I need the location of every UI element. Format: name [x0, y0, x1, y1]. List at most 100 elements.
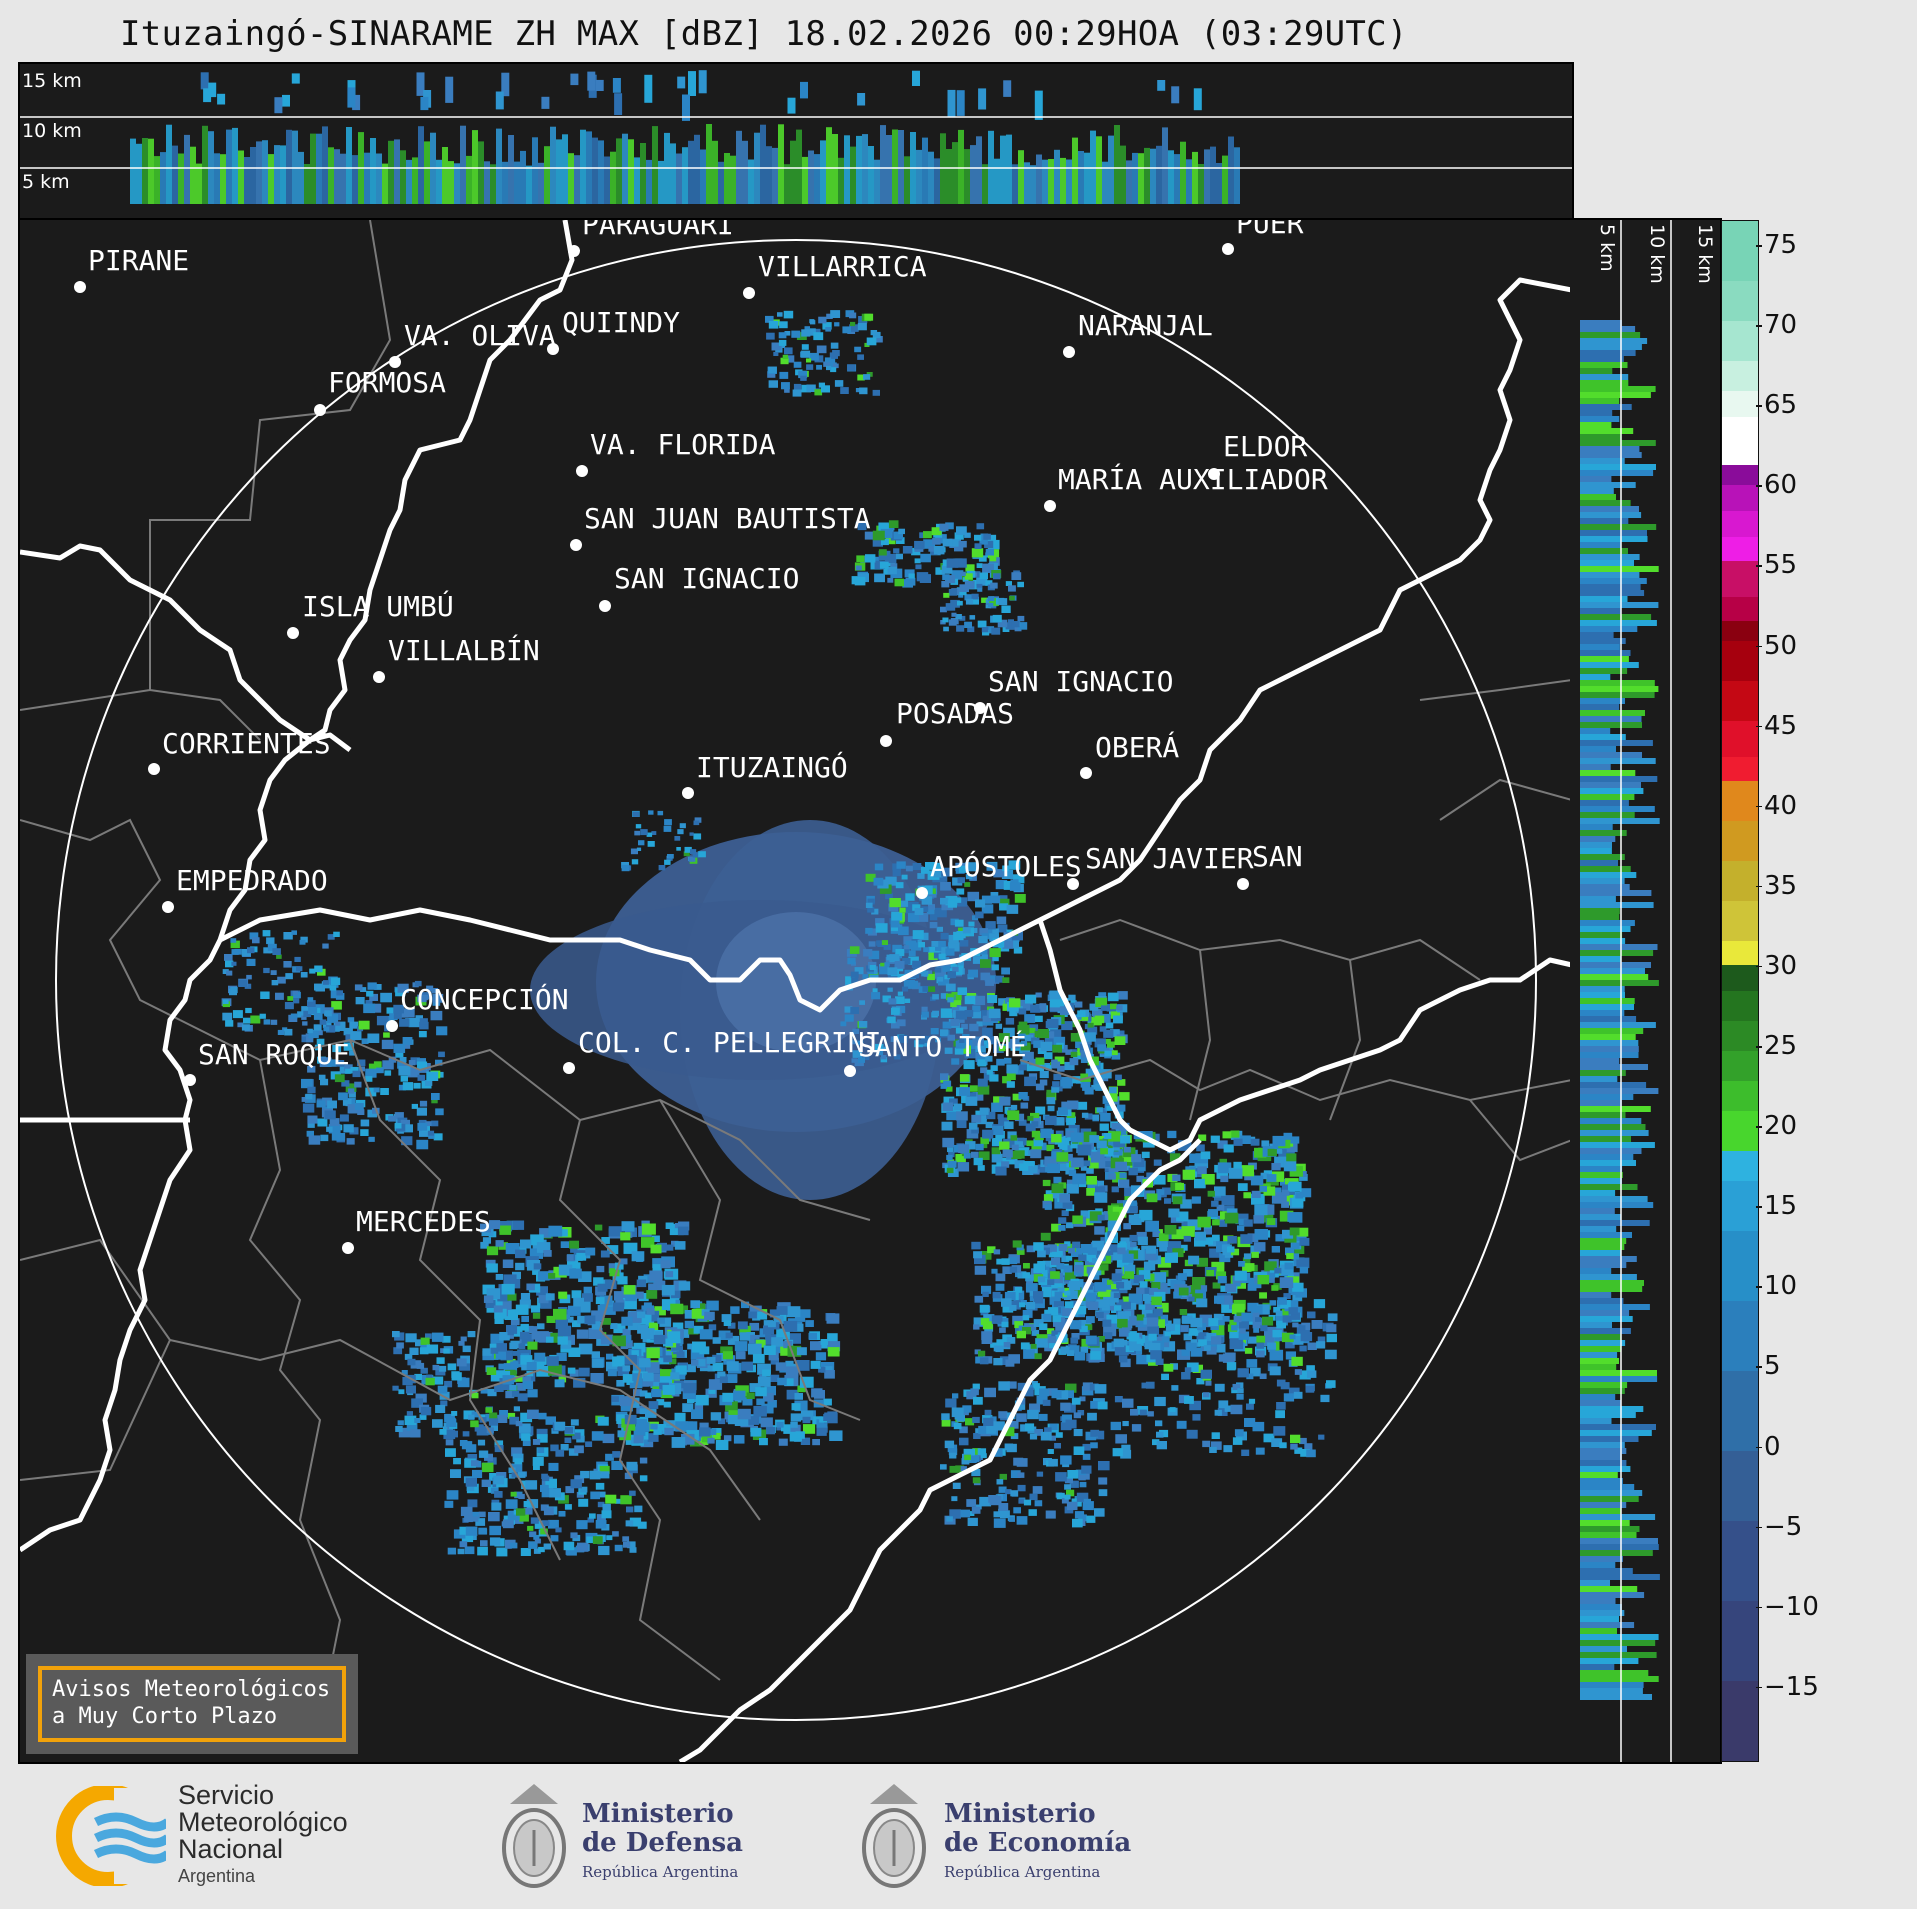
defensa-seal-icon	[502, 1784, 566, 1888]
map-title: Ituzaingó-SINARAME ZH MAX [dBZ] 18.02.20…	[120, 14, 1408, 54]
colorbar-tick: 35	[1755, 870, 1798, 901]
city-label: SAN IGNACIO	[614, 562, 800, 595]
city-label: VA. FLORIDA	[590, 428, 776, 461]
economia-text-line2: de Economía	[944, 1828, 1132, 1858]
economia-text-line1: Ministerio	[944, 1799, 1096, 1829]
city-marker	[599, 600, 611, 612]
colorbar-tick: 50	[1755, 630, 1798, 661]
city-label: SANTO TOMÉ	[858, 1030, 1027, 1063]
colorbar-tick: −5	[1755, 1511, 1803, 1542]
city-marker	[342, 1242, 354, 1254]
city-label: ISLA UMBÚ	[302, 590, 454, 623]
colorbar-tick: 5	[1756, 1351, 1781, 1382]
colorbar-tick: 45	[1755, 710, 1798, 741]
city-label: QUIINDY	[562, 306, 681, 339]
alert-box-frame: Avisos Meteorológicos a Muy Corto Plazo	[38, 1666, 346, 1742]
colorbar-tick: 0	[1756, 1431, 1781, 1462]
department-boundaries	[20, 220, 1572, 1721]
city-label: FORMOSA	[328, 366, 447, 399]
side-height-label-10km: 10 km	[1646, 224, 1668, 284]
colorbar-tick: 25	[1755, 1031, 1798, 1061]
colorbar-tick: 30	[1755, 950, 1798, 981]
city-marker	[184, 1074, 196, 1086]
city-label: PARAGUARÍ	[582, 218, 734, 241]
colorbar-tick: 75	[1755, 230, 1798, 260]
city-marker	[389, 356, 401, 368]
city-marker	[743, 287, 755, 299]
city-label: MERCEDES	[356, 1205, 491, 1238]
city-marker	[1208, 468, 1220, 480]
economia-seal	[854, 1774, 934, 1900]
city-label: SAN JAVIER	[1085, 842, 1254, 875]
defensa-text: Ministerio de Defensa República Argentin…	[582, 1800, 743, 1887]
colorbar-gradient	[1722, 221, 1758, 1761]
city-marker	[386, 1020, 398, 1032]
city-label: APÓSTOLES	[930, 850, 1082, 883]
city-label: CONCEPCIÓN	[400, 983, 569, 1016]
city-marker	[576, 465, 588, 477]
city-label: SAN	[1252, 840, 1303, 873]
alert-box: Avisos Meteorológicos a Muy Corto Plazo	[26, 1654, 358, 1754]
colorbar-tick: 70	[1755, 310, 1798, 341]
west-east-profile-echoes	[20, 70, 1572, 204]
city-marker	[373, 671, 385, 683]
colorbar-tick: −15	[1756, 1671, 1819, 1702]
north-south-profile-echoes	[1580, 220, 1672, 1762]
city-marker	[1237, 878, 1249, 890]
city-label: SAN ROQUE	[198, 1038, 350, 1071]
smn-text-line3: Nacional	[178, 1834, 284, 1864]
city-marker	[162, 901, 174, 913]
defensa-text-line1: Ministerio	[582, 1799, 734, 1829]
city-marker	[148, 763, 160, 775]
city-marker	[563, 1062, 575, 1074]
colorbar-tick: −10	[1756, 1591, 1819, 1622]
alert-line-2: a Muy Corto Plazo	[52, 1704, 278, 1729]
north-south-profile-panel: 5 km 10 km 15 km	[1570, 218, 1722, 1764]
west-east-profile-panel: 15 km 10 km 5 km	[18, 62, 1574, 222]
city-label: POSADAS	[896, 697, 1015, 730]
colorbar-tick: 55	[1755, 550, 1798, 581]
height-label-10km: 10 km	[22, 120, 82, 142]
city-label: VILLALBÍN	[388, 634, 540, 667]
city-label: MARÍA AUXILIADOR	[1058, 463, 1328, 496]
smn-text-line4: Argentina	[178, 1866, 256, 1886]
city-marker	[1067, 878, 1079, 890]
city-marker	[1044, 500, 1056, 512]
radar-map-panel: PIRANE PARAGUARÍ VILLARRICA QUIINDY VA. OLIV…	[18, 218, 1574, 1764]
height-label-5km: 5 km	[22, 171, 70, 193]
city-marker	[568, 245, 580, 257]
colorbar-tick: 40	[1755, 790, 1798, 821]
city-label: ELDOR	[1223, 430, 1308, 463]
defensa-text-line2: de Defensa	[582, 1828, 743, 1858]
side-height-label-15km: 15 km	[1694, 224, 1716, 284]
defensa-seal	[494, 1774, 574, 1900]
city-marker	[1222, 243, 1234, 255]
radar-map	[20, 220, 1572, 1762]
city-marker	[974, 702, 986, 714]
smn-text-line2: Meteorológico	[178, 1807, 348, 1837]
city-label: SAN JUAN BAUTISTA	[584, 502, 871, 535]
height-label-15km: 15 km	[22, 70, 82, 92]
smn-logo	[56, 1786, 166, 1886]
city-marker	[314, 404, 326, 416]
city-label: SAN IGNACIO	[988, 665, 1174, 698]
city-label: CORRIENTES	[162, 727, 331, 760]
economia-seal-icon	[862, 1784, 926, 1888]
city-label: PUER	[1236, 218, 1304, 240]
alert-line-1: Avisos Meteorológicos	[52, 1677, 331, 1702]
radar-range-ring	[55, 239, 1537, 1721]
reflectivity-colorbar	[1721, 220, 1759, 1762]
economia-text: Ministerio de Economía República Argenti…	[944, 1800, 1131, 1887]
city-marker	[1063, 346, 1075, 358]
city-label: EMPEDRADO	[176, 864, 328, 897]
smn-logo-text: Servicio Meteorológico Nacional Argentin…	[178, 1782, 348, 1890]
rivers-and-borders	[20, 220, 1572, 1762]
city-marker	[547, 343, 559, 355]
side-height-label-5km: 5 km	[1596, 224, 1618, 272]
city-marker	[1080, 767, 1092, 779]
colorbar-tick: 20	[1755, 1111, 1798, 1142]
smn-text-line1: Servicio	[178, 1780, 275, 1810]
smn-logo-icon	[56, 1786, 166, 1886]
defensa-text-line3: República Argentina	[582, 1863, 739, 1881]
city-marker	[916, 887, 928, 899]
